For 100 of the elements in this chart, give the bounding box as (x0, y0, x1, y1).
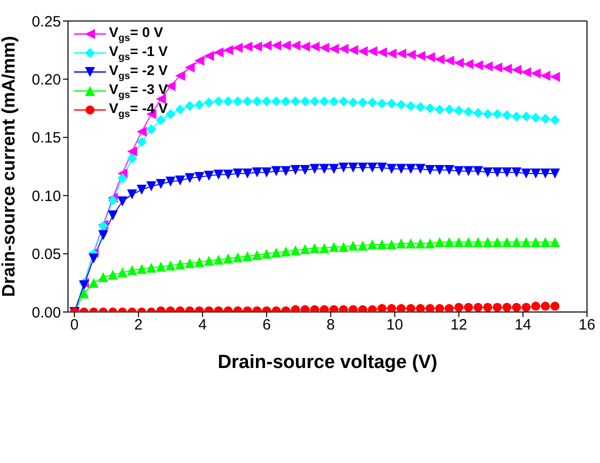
point (117, 196, 128, 206)
point (454, 237, 464, 248)
point (367, 46, 378, 56)
point (521, 237, 532, 248)
point (175, 104, 186, 114)
point (530, 237, 541, 248)
point (474, 302, 483, 312)
point (319, 164, 330, 174)
point (482, 237, 493, 248)
point (416, 304, 425, 312)
point (406, 238, 416, 248)
point (435, 304, 444, 312)
point (540, 70, 550, 81)
point (232, 42, 243, 53)
point (473, 108, 484, 118)
point (98, 230, 108, 240)
point (512, 64, 522, 75)
point (290, 96, 300, 106)
point (492, 167, 502, 178)
point (117, 173, 128, 184)
point (166, 109, 176, 120)
point (376, 162, 387, 173)
point (88, 253, 99, 264)
point (502, 237, 512, 248)
point (415, 164, 426, 174)
point (204, 170, 214, 181)
point (434, 164, 445, 175)
point (108, 210, 118, 220)
x-tick-label: 2 (134, 316, 143, 334)
point (463, 59, 474, 70)
point (262, 167, 272, 178)
point (262, 40, 272, 50)
point (214, 254, 224, 265)
point (127, 265, 138, 276)
point (184, 100, 195, 111)
y-axis-title: Drain-source current (mA/mm) (0, 36, 18, 298)
point (310, 164, 320, 174)
point (482, 61, 493, 72)
point (396, 238, 406, 248)
point (376, 47, 387, 58)
point (242, 168, 252, 178)
point (223, 170, 234, 180)
point (454, 302, 464, 312)
point (512, 237, 522, 248)
x-tick-label: 0 (70, 316, 79, 334)
point (300, 244, 310, 254)
point (194, 56, 204, 66)
point (214, 47, 224, 58)
point (338, 162, 349, 173)
point (376, 98, 387, 109)
point (300, 96, 310, 106)
point (454, 58, 464, 68)
point (136, 264, 147, 274)
point (550, 114, 560, 125)
point (502, 302, 512, 312)
point (252, 167, 262, 178)
point (166, 260, 176, 270)
point (127, 153, 138, 164)
point (473, 166, 484, 176)
point (280, 96, 291, 106)
point (223, 45, 234, 56)
point (319, 42, 330, 53)
point (223, 96, 234, 106)
point (271, 40, 282, 50)
point (377, 304, 386, 312)
point (540, 168, 550, 178)
point (415, 238, 426, 248)
x-tick-label: 6 (262, 316, 271, 334)
point (204, 50, 214, 61)
point (473, 60, 484, 70)
y-tick-label: 0.05 (32, 246, 61, 264)
point (290, 40, 300, 50)
legend-label: V$_{gs}$= -4 V (109, 100, 168, 120)
point (386, 164, 397, 174)
y-tick-label: 0.20 (32, 72, 61, 89)
point (166, 176, 176, 187)
point (300, 42, 310, 52)
point (310, 242, 320, 253)
point (146, 124, 156, 134)
point (348, 45, 358, 56)
point (367, 239, 378, 250)
point (194, 100, 204, 110)
point (348, 240, 358, 251)
legend-label: V$_{gs}$= -1 V (109, 42, 168, 62)
point (386, 98, 397, 109)
point (454, 166, 464, 176)
point (280, 246, 291, 256)
point (262, 96, 272, 106)
point (406, 50, 416, 60)
point (415, 102, 426, 112)
point (502, 110, 512, 120)
point (252, 250, 262, 260)
point (531, 302, 540, 311)
point (550, 168, 560, 178)
point (358, 97, 368, 108)
point (127, 189, 138, 200)
point (406, 164, 416, 174)
point (214, 170, 224, 180)
point (232, 252, 243, 262)
x-tick-label: 16 (578, 316, 596, 334)
